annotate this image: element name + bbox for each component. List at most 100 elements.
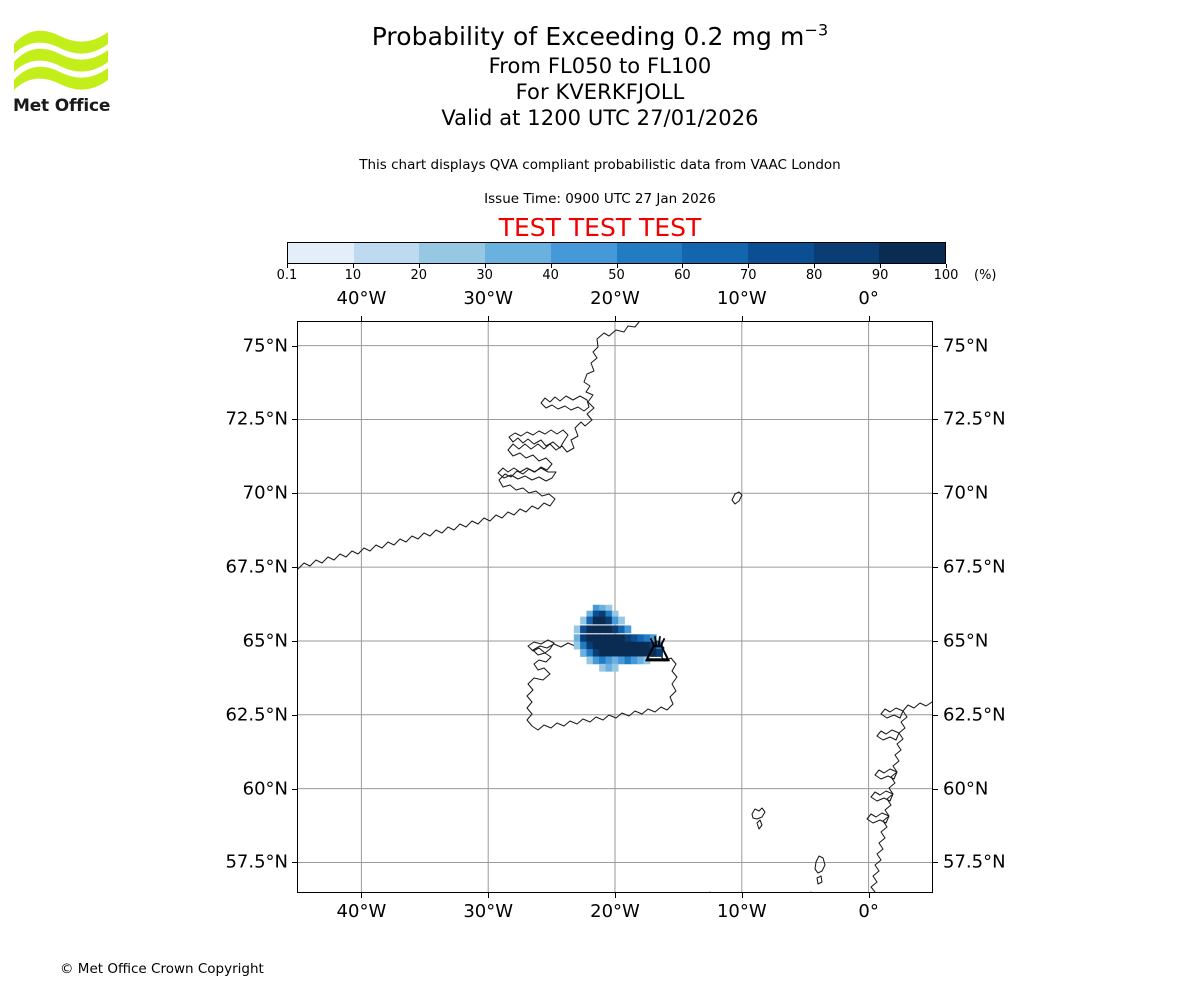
plume-cell — [611, 656, 619, 665]
plume-cell — [586, 649, 594, 657]
plume-cell — [599, 610, 606, 619]
plume-cell — [580, 649, 587, 657]
lon-tick-label-bottom-3: 10°W — [716, 901, 767, 922]
lon-tick-bottom-3 — [741, 893, 743, 898]
lat-tick-right-6 — [933, 419, 938, 421]
plume-cell — [573, 625, 581, 634]
plume-cell — [637, 649, 644, 657]
lat-tick-label-right-5: 70°N — [943, 482, 989, 504]
plume-cell — [624, 641, 632, 650]
copyright-notice: © Met Office Crown Copyright — [60, 961, 264, 977]
colorbar-tick-label-7: 70 — [740, 268, 757, 283]
plume-cell — [580, 634, 587, 643]
plume-cell — [605, 656, 613, 665]
lon-tick-label-top-2: 20°W — [590, 288, 640, 309]
plume-cell — [592, 625, 600, 634]
plume-cell — [605, 616, 613, 625]
lat-tick-left-4 — [292, 567, 297, 569]
lat-tick-label-left-2: 62.5°N — [225, 704, 288, 726]
page-title: Probability of Exceeding 0.2 mg m−3 — [0, 22, 1200, 49]
greenland-peninsula — [540, 395, 590, 412]
plume-cell — [624, 649, 632, 657]
colorbar-segment-6 — [682, 243, 748, 263]
flight-level-line: From FL050 to FL100 — [488, 54, 712, 78]
lon-tick-top-3 — [741, 316, 743, 321]
plume-cell — [649, 634, 657, 643]
colorbar-tick-1 — [352, 264, 354, 268]
colorbar-tick-6 — [682, 264, 684, 268]
colorbar-tick-0 — [287, 264, 288, 268]
greenland-fjord-a — [508, 429, 569, 449]
plume-cell — [592, 604, 600, 613]
volcano-source-marker — [644, 636, 671, 662]
volcano-base-icon — [646, 658, 669, 662]
plume-cell — [605, 649, 613, 657]
lon-tick-top-1 — [488, 316, 490, 321]
colorbar-segment-5 — [616, 243, 683, 263]
plume-cell — [630, 656, 638, 665]
lat-tick-label-right-2: 62.5°N — [943, 704, 1006, 726]
colorbar-tick-label-1: 10 — [344, 268, 362, 283]
plume-cell — [573, 641, 581, 650]
colorbar-tick-label-8: 80 — [805, 268, 823, 283]
lat-tick-right-1 — [933, 788, 938, 790]
volcano-name-line: For KVERKFJOLL — [515, 80, 685, 104]
met-office-wave-mark — [14, 30, 108, 90]
plume-cell — [592, 649, 600, 657]
lon-tick-top-0 — [361, 316, 363, 321]
norway-fjord-c — [874, 768, 898, 780]
plume-cell — [586, 616, 594, 625]
plume-cell — [637, 634, 644, 643]
plume-cell — [605, 663, 613, 672]
faroe-islands — [751, 807, 766, 820]
lon-tick-bottom-4 — [868, 893, 870, 898]
plume-cell — [618, 625, 625, 634]
plume-cell — [580, 625, 587, 634]
plume-cell — [573, 634, 581, 643]
lat-tick-label-right-4: 67.5°N — [943, 556, 1006, 578]
colorbar-segment-8 — [813, 243, 880, 263]
plume-cell — [586, 610, 594, 619]
lat-tick-right-2 — [933, 714, 938, 716]
colorbar-segment-1 — [353, 243, 420, 263]
colorbar-tick-2 — [418, 264, 420, 268]
lat-tick-label-right-1: 60°N — [943, 778, 989, 800]
greenland-fjord-b — [497, 467, 557, 482]
volcano-eruption-line-3 — [659, 637, 666, 647]
lat-tick-label-left-5: 70°N — [242, 482, 288, 504]
plume-cell — [586, 641, 594, 650]
lat-tick-left-3 — [292, 640, 297, 642]
map-plot-area[interactable] — [297, 321, 933, 893]
plume-cell — [624, 634, 632, 643]
plume-cell — [643, 641, 651, 650]
lon-tick-top-4 — [868, 316, 870, 321]
plume-cell — [586, 634, 594, 643]
lat-tick-right-3 — [933, 640, 938, 642]
colorbar-unit-label: (%) — [974, 268, 997, 283]
lon-tick-label-top-0: 40°W — [336, 288, 387, 309]
colorbar-tick-label-6: 60 — [674, 268, 691, 283]
lat-tick-right-7 — [933, 345, 938, 347]
lat-tick-left-0 — [292, 862, 297, 864]
plume-cell — [605, 625, 613, 634]
issue-time-line: Issue Time: 0900 UTC 27 Jan 2026 — [484, 191, 716, 207]
lat-tick-label-right-6: 72.5°N — [943, 408, 1006, 430]
faroe-islands-south — [756, 819, 763, 830]
plume-cell — [599, 641, 606, 650]
colorbar-tick-label-5: 50 — [608, 268, 625, 283]
plume-cell — [599, 649, 606, 657]
lat-tick-label-right-3: 65°N — [943, 630, 989, 652]
colorbar-segment-9 — [879, 243, 946, 263]
lat-tick-left-1 — [292, 788, 297, 790]
plume-cell — [618, 634, 625, 643]
plume-cell — [586, 625, 594, 634]
plume-cell — [611, 610, 619, 619]
plume-cell — [599, 625, 606, 634]
volcano-eruption-line-2 — [657, 636, 661, 647]
plume-cell — [580, 641, 587, 650]
lat-tick-label-right-0: 57.5°N — [943, 851, 1006, 873]
plume-cell — [611, 634, 619, 643]
plume-cell — [611, 641, 619, 650]
colorbar-tick-label-2: 20 — [410, 268, 428, 283]
plume-cell — [592, 616, 600, 625]
